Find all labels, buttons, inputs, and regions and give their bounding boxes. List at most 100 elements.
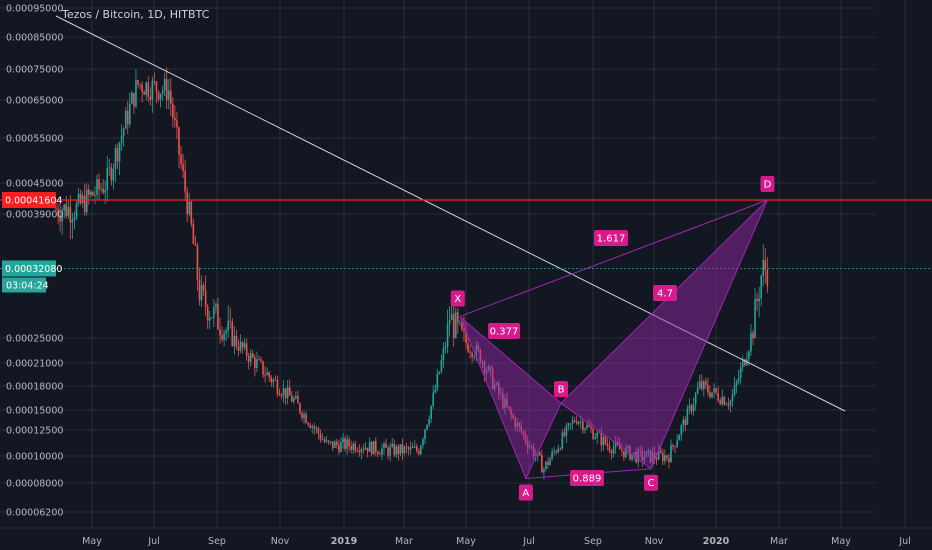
x-tick-label: Mar — [395, 536, 413, 547]
candle-body — [139, 84, 141, 86]
candle-body — [122, 128, 125, 136]
candle-body — [145, 82, 147, 95]
y-axis[interactable]: 0.00095000 0.00085000 0.00075000 0.00065000… — [2, 4, 63, 519]
candle-body — [288, 387, 291, 396]
candle-body — [645, 451, 648, 458]
candle-body — [495, 383, 498, 385]
candle-body — [83, 195, 86, 213]
x-tick-label: 2020 — [703, 536, 730, 547]
candle-body — [707, 384, 709, 393]
candle-body — [461, 321, 463, 330]
candle-body — [719, 400, 721, 405]
price-badge-resistance-text: 0.00041604 — [5, 195, 62, 206]
candle-body — [403, 446, 406, 453]
candle-body — [57, 208, 59, 216]
candle-body — [657, 450, 660, 460]
y-tick-label: 0.00055000 — [6, 134, 63, 145]
candle-body — [629, 446, 631, 460]
y-tick-label: 0.00085000 — [6, 33, 63, 44]
x-axis[interactable]: May Jul Sep Nov 2019 Mar May Jul Sep Nov 2020 Mar Ma… — [0, 527, 932, 547]
candle-body — [79, 193, 82, 204]
candle-body — [711, 392, 713, 398]
candle-body — [81, 195, 84, 204]
candle-body — [323, 439, 326, 442]
candle-body — [418, 450, 420, 454]
candle-body — [545, 461, 547, 470]
candle-body — [715, 388, 717, 393]
candle-body — [696, 388, 699, 394]
candle-body — [90, 191, 92, 195]
candle-body — [118, 142, 121, 162]
candle-body — [243, 343, 246, 348]
candle-body — [668, 457, 670, 463]
candle-body — [299, 403, 301, 413]
candle-body — [393, 443, 396, 455]
point-label-c-bg — [643, 474, 658, 491]
candle-body — [725, 404, 728, 406]
candle-body — [551, 451, 553, 459]
candle-body — [213, 306, 215, 318]
candle-body — [233, 335, 236, 346]
candle-body — [469, 351, 471, 353]
candle-body — [350, 446, 352, 450]
candle-body — [258, 359, 260, 361]
candle-body — [340, 442, 342, 452]
candle-body — [358, 450, 361, 453]
candle-body — [100, 188, 102, 190]
y-tick-label: 0.00015000 — [6, 406, 63, 417]
candle-body — [206, 306, 209, 321]
candle-body — [63, 204, 65, 211]
candle-body — [448, 320, 451, 325]
candle-body — [161, 90, 164, 94]
candle-body — [563, 432, 566, 436]
candle-body — [389, 446, 391, 456]
candle-body — [651, 452, 654, 462]
candle-body — [662, 452, 664, 462]
candle-body — [557, 448, 560, 453]
candle-body — [92, 191, 94, 196]
candle-body — [413, 446, 416, 448]
candle-body — [274, 379, 277, 381]
candle-body — [416, 446, 418, 451]
candle-body — [516, 422, 519, 427]
candle-body — [116, 147, 119, 162]
candle-body — [678, 435, 680, 441]
candle-body — [444, 346, 447, 349]
candle-body — [352, 443, 355, 450]
candle-body — [235, 335, 238, 347]
candle-body — [454, 312, 457, 339]
ratio-label-abc-bg — [570, 470, 604, 486]
candle-body — [106, 168, 109, 191]
point-label-c: C — [643, 474, 658, 491]
candle-body — [188, 201, 191, 214]
candle-body — [293, 398, 295, 402]
point-label-x-text: X — [454, 294, 461, 305]
candle-body — [446, 324, 449, 347]
candle-body — [475, 345, 478, 357]
candle-body — [436, 373, 439, 390]
descending-trendline — [55, 15, 846, 412]
candle-body — [182, 163, 184, 172]
candle-body — [260, 359, 262, 362]
candle-body — [580, 421, 582, 423]
candle-body — [457, 312, 459, 323]
candle-body — [553, 451, 555, 453]
x-tick-label: Jul — [522, 536, 534, 547]
candle-body — [360, 449, 363, 453]
candle-body — [467, 343, 469, 352]
candle-body — [744, 359, 746, 366]
candle-body — [713, 388, 715, 393]
candle-body — [202, 285, 205, 291]
candle-body — [432, 392, 434, 406]
candle-body — [705, 381, 707, 385]
point-label-x: X — [450, 290, 465, 307]
candle-body — [75, 203, 78, 218]
candle-body — [61, 210, 63, 222]
candle-body — [59, 215, 61, 222]
candle-body — [700, 381, 703, 389]
candle-body — [489, 366, 492, 370]
ratio-label-bcd-bg — [653, 285, 677, 301]
candle-body — [434, 389, 437, 393]
candle-body — [77, 193, 80, 204]
